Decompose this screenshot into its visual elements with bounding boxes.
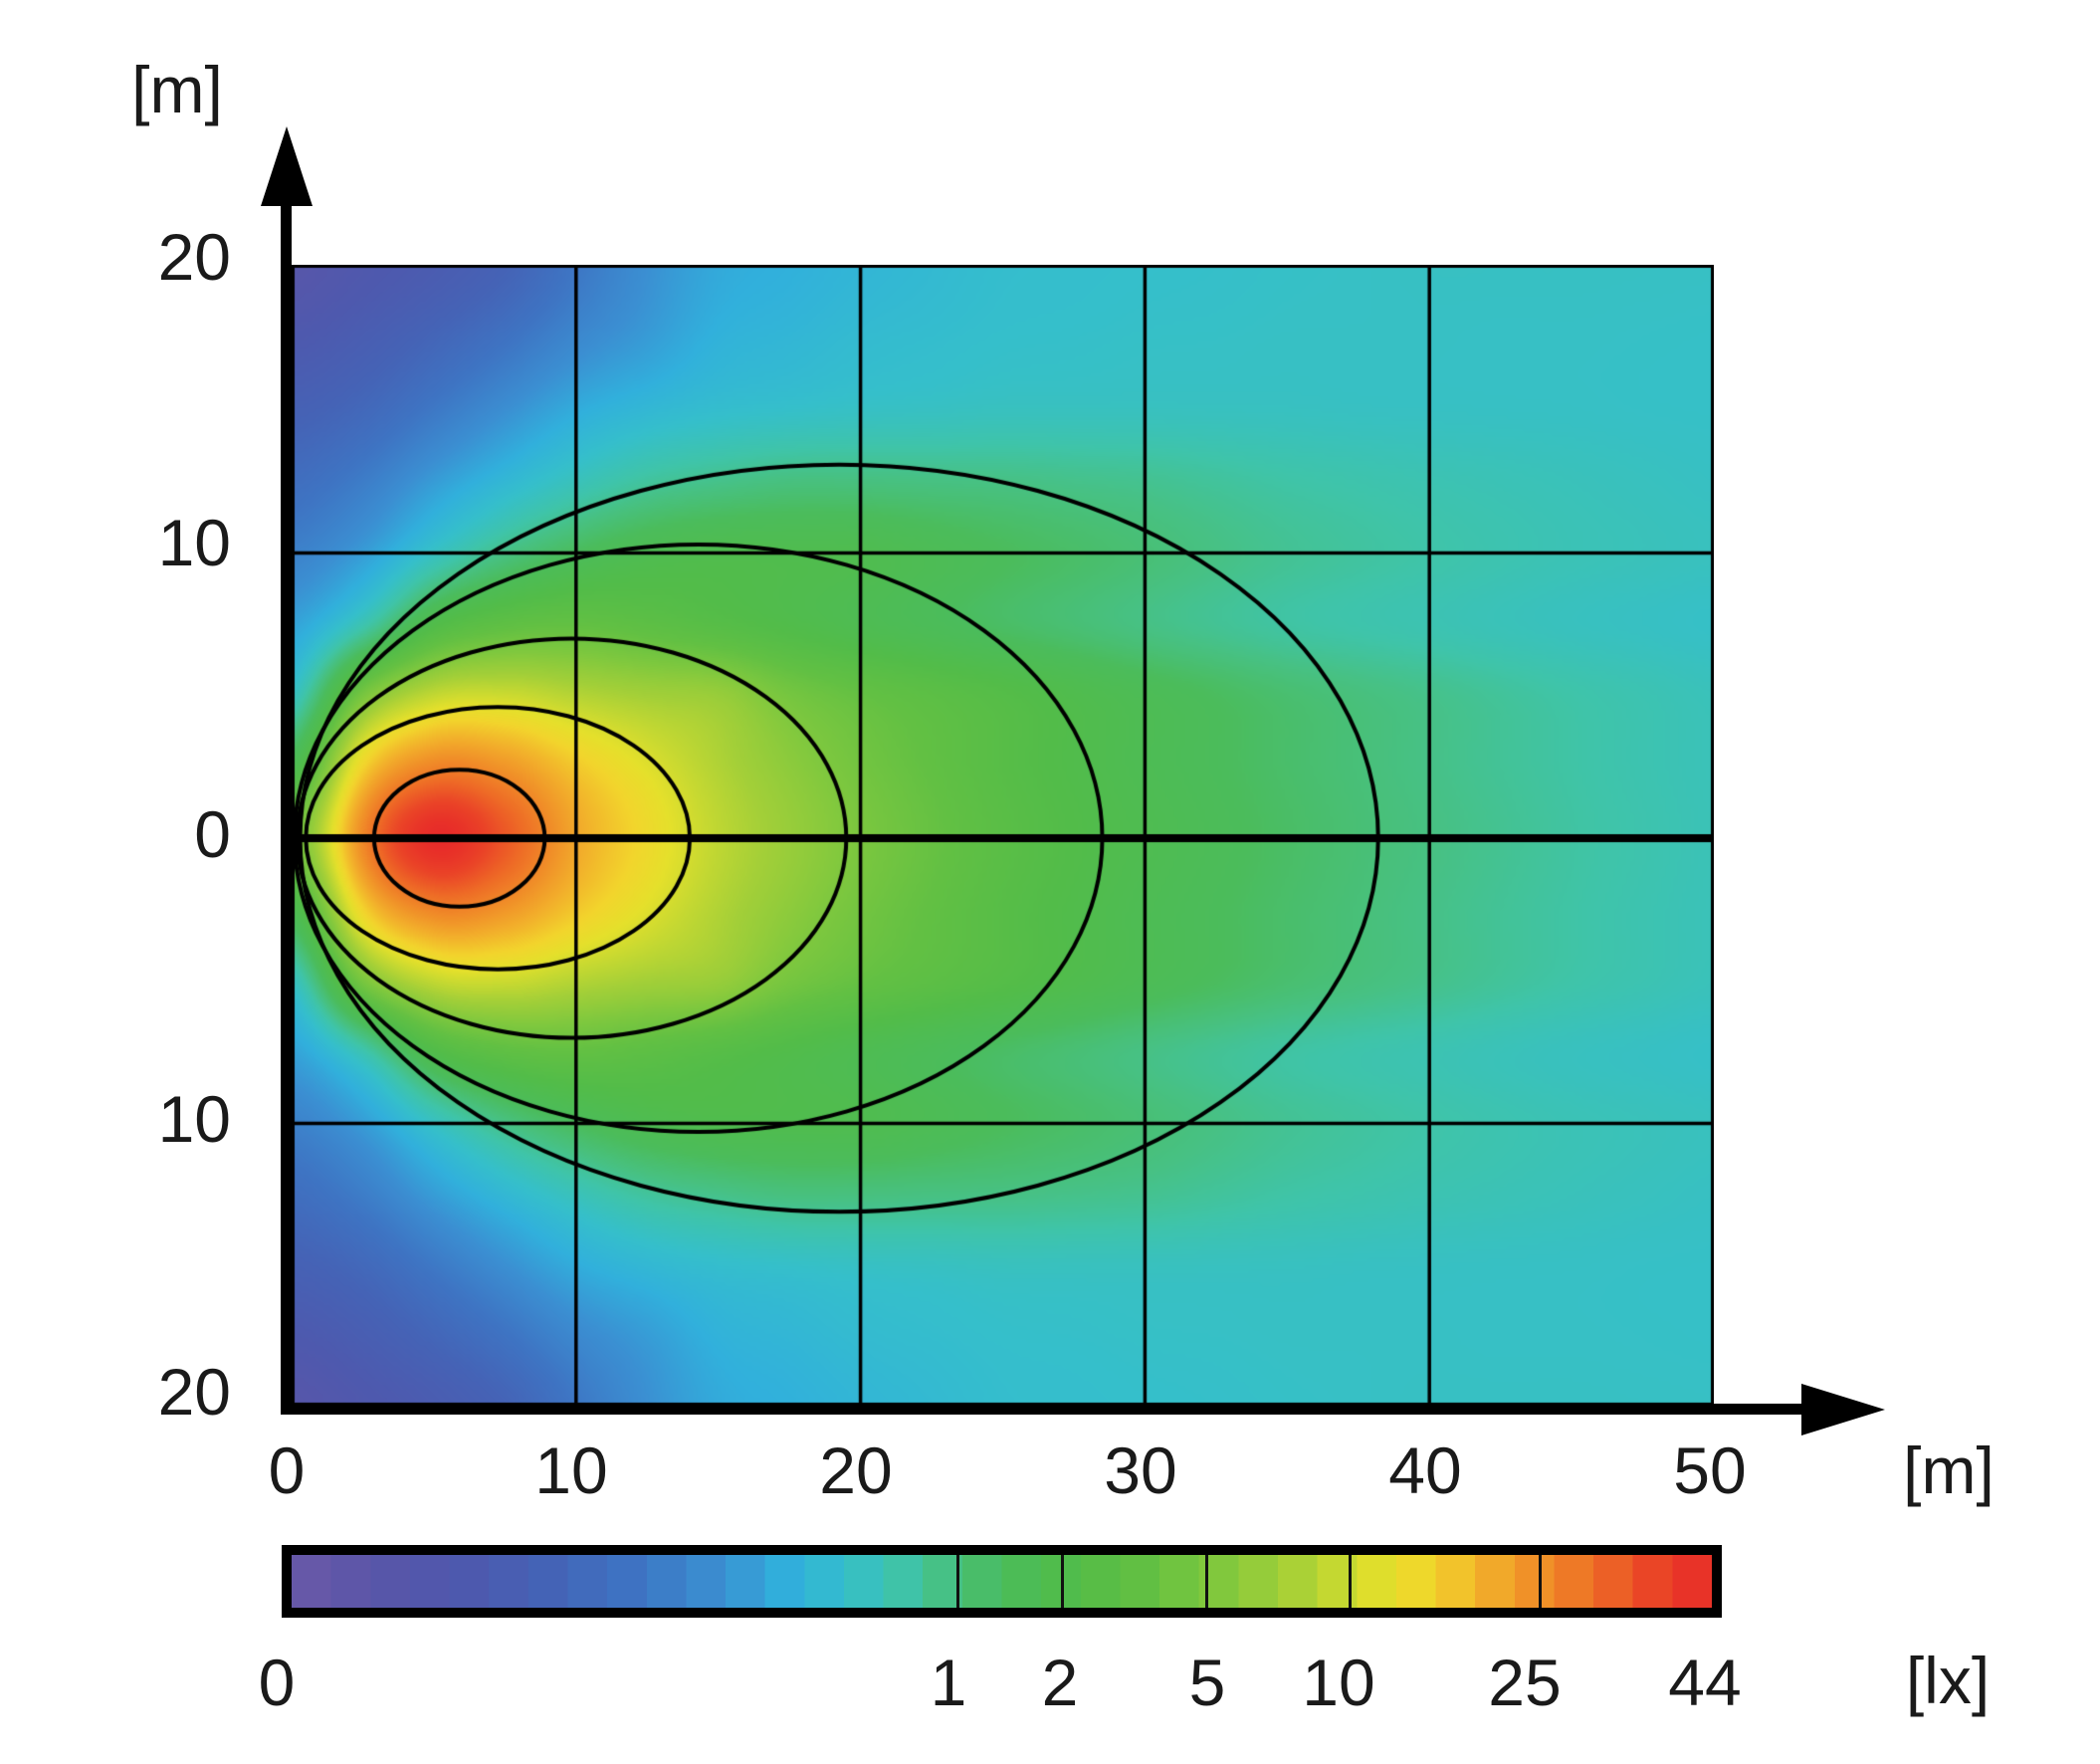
y-tick-10-bottom: 10: [157, 1082, 231, 1156]
x-tick-40: 40: [1388, 1433, 1462, 1507]
colorbar: [282, 1545, 1722, 1618]
x-tick-10: 10: [534, 1433, 608, 1507]
colorbar-label-1: 1: [930, 1646, 967, 1719]
colorbar-tick-1: [956, 1555, 959, 1608]
colorbar-label-25: 25: [1488, 1646, 1562, 1719]
x-axis-unit-label: [m]: [1903, 1433, 1995, 1507]
x-tick-20: 20: [819, 1433, 893, 1507]
y-axis-unit-label: [m]: [131, 53, 223, 126]
x-tick-50: 50: [1673, 1433, 1747, 1507]
x-tick-30: 30: [1104, 1433, 1177, 1507]
y-tick-10-top: 10: [157, 506, 231, 579]
colorbar-tick-2: [1061, 1555, 1064, 1608]
colorbar-label-0: 0: [258, 1646, 296, 1719]
colorbar-tick-10: [1349, 1555, 1352, 1608]
y-axis-line: [281, 195, 292, 1415]
colorbar-tick-25: [1539, 1555, 1542, 1608]
y-tick-0: 0: [194, 797, 231, 871]
y-tick-20-bottom: 20: [157, 1355, 231, 1429]
isolux-heatmap-canvas: [292, 265, 1714, 1406]
colorbar-label-5: 5: [1188, 1646, 1226, 1719]
colorbar-label-2: 2: [1041, 1646, 1079, 1719]
colorbar-label-10: 10: [1302, 1646, 1375, 1719]
x-axis-line: [281, 1404, 1803, 1415]
x-axis-arrow-icon: [1801, 1384, 1885, 1435]
y-tick-20-top: 20: [157, 220, 231, 294]
x-tick-0: 0: [268, 1433, 306, 1507]
colorbar-tick-5: [1205, 1555, 1208, 1608]
colorbar-gradient: [292, 1555, 1712, 1608]
colorbar-unit-label: [lx]: [1905, 1644, 1991, 1717]
colorbar-label-44: 44: [1668, 1646, 1742, 1719]
y-axis-arrow-icon: [261, 126, 313, 206]
